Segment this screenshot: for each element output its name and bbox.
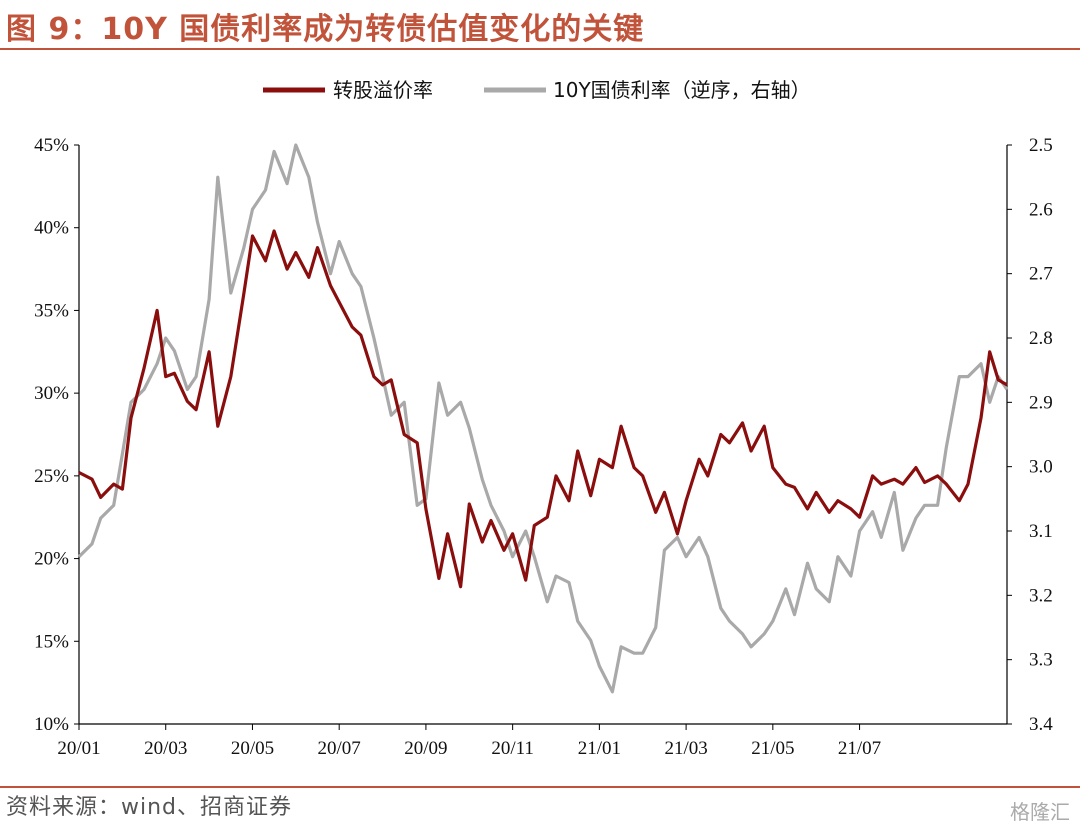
x-tick-label: 21/07 <box>838 738 881 759</box>
legend-label-yield: 10Y国债利率（逆序，右轴） <box>553 78 811 102</box>
x-tick-label: 20/09 <box>404 738 447 759</box>
right-tick-label: 3.1 <box>1029 521 1053 542</box>
right-tick-label: 2.5 <box>1029 135 1053 156</box>
left-tick-label: 25% <box>34 466 69 487</box>
x-tick-label: 21/05 <box>751 738 794 759</box>
right-tick-label: 2.7 <box>1029 264 1053 285</box>
x-tick-label: 20/07 <box>318 738 361 759</box>
right-tick-label: 3.3 <box>1029 650 1053 671</box>
right-tick-label: 3.0 <box>1029 457 1053 478</box>
right-tick-label: 2.9 <box>1029 392 1053 413</box>
series-line-premium <box>78 229 1008 589</box>
left-tick-label: 35% <box>34 300 69 321</box>
title-divider <box>0 48 1080 50</box>
x-tick-label: 21/01 <box>578 738 621 759</box>
left-tick-label: 10% <box>34 714 69 735</box>
left-tick-label: 15% <box>34 631 69 652</box>
legend-label-premium: 转股溢价率 <box>333 78 433 102</box>
footer-divider <box>0 786 1080 788</box>
x-tick-label: 21/03 <box>664 738 707 759</box>
left-tick-label: 45% <box>34 135 69 156</box>
left-tick-label: 40% <box>34 218 69 239</box>
source-note: 资料来源：wind、招商证券 <box>6 795 293 820</box>
right-tick-label: 2.8 <box>1029 328 1053 349</box>
chart: 转股溢价率 10Y国债利率（逆序，右轴） 10% 15% 20% 25% 30% 35% 4… <box>34 78 1053 759</box>
axes: 10% 15% 20% 25% 30% 35% 40% 45% 2.5 2.6 2.7 2.8 2.9 3… <box>34 135 1053 759</box>
x-tick-label: 20/11 <box>491 738 534 759</box>
right-tick-label: 3.4 <box>1029 714 1053 735</box>
x-tick-label: 20/03 <box>144 738 187 759</box>
series-lines <box>77 143 1009 694</box>
figure-title: 图 9：10Y 国债利率成为转债估值变化的关键 <box>6 12 645 47</box>
legend: 转股溢价率 10Y国债利率（逆序，右轴） <box>263 78 811 102</box>
watermark-logo: 格隆汇 <box>1010 800 1070 824</box>
left-tick-label: 20% <box>34 549 69 570</box>
left-tick-label: 30% <box>34 383 69 404</box>
x-tick-label: 20/01 <box>57 738 100 759</box>
series-line-yield <box>77 143 1009 694</box>
x-tick-label: 20/05 <box>231 738 274 759</box>
right-tick-label: 3.2 <box>1029 585 1053 606</box>
right-tick-label: 2.6 <box>1029 199 1053 220</box>
